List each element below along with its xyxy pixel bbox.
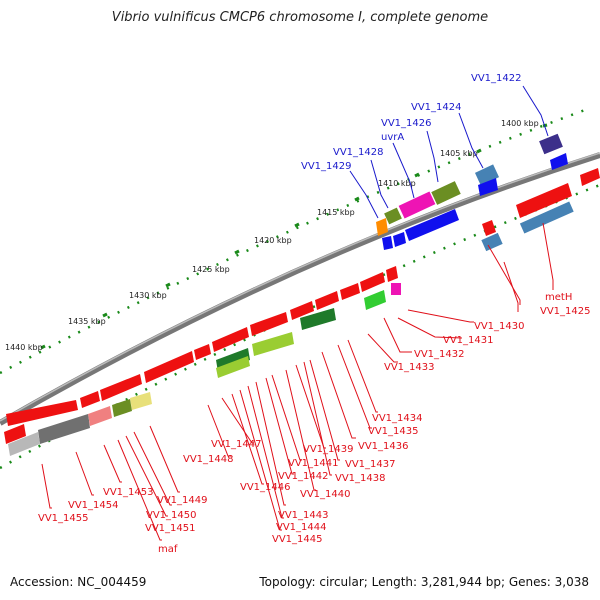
reverse-features [4, 168, 600, 456]
topology-summary: Topology: circular; Length: 3,281,944 bp… [259, 575, 589, 589]
gene-label: VV1_1436 [358, 441, 409, 452]
gene-label: VV1_1431 [443, 335, 494, 346]
gene-label: VV1_1430 [474, 321, 525, 332]
ruler-label: 1415 kbp [317, 208, 355, 217]
top-callouts [349, 85, 549, 219]
ruler-label: 1410 kbp [378, 179, 416, 188]
gene-label: VV1_1449 [157, 495, 208, 506]
gene-label: VV1_1445 [272, 534, 323, 545]
accession-text: Accession: NC_004459 [10, 575, 147, 589]
gene-label: VV1_1444 [276, 522, 327, 533]
gene-label: VV1_1435 [368, 426, 419, 437]
gene-label: VV1_1448 [183, 454, 234, 465]
gene-label: VV1_1441 [288, 458, 339, 469]
gene-label: uvrA [381, 132, 404, 143]
gene-label: VV1_1438 [335, 473, 386, 484]
ruler-label: 1435 kbp [68, 317, 106, 326]
inner-ruler-dots [0, 183, 600, 470]
ruler-label: 1425 kbp [192, 265, 230, 274]
ruler-label: 1405 kbp [440, 149, 478, 158]
gene-label: VV1_1442 [278, 471, 329, 482]
ruler-label: 1430 kbp [129, 291, 167, 300]
gene-label: VV1_1443 [278, 510, 329, 521]
gene-label: metH [545, 292, 572, 303]
ruler-label: 1400 kbp [501, 119, 539, 128]
gene-label: VV1_1433 [384, 362, 435, 373]
gene-label: VV1_1450 [146, 510, 197, 521]
gene-label: VV1_1440 [300, 489, 351, 500]
gene-label: VV1_1453 [103, 487, 154, 498]
gene-label: VV1_1422 [471, 73, 522, 84]
gene-label: VV1_1425 [540, 306, 591, 317]
gene-label: VV1_1446 [240, 482, 291, 493]
gene-label: VV1_1451 [145, 523, 196, 534]
gene-label: VV1_1439 [303, 444, 354, 455]
bottom-callouts [41, 222, 554, 541]
map-title: Vibrio vulnificus CMCP6 chromosome I, co… [111, 10, 489, 25]
gene-label: VV1_1428 [333, 147, 384, 158]
gene-label: VV1_1447 [211, 439, 262, 450]
forward-features [6, 133, 568, 426]
ruler-label: 1420 kbp [254, 236, 292, 245]
gene-label: VV1_1429 [301, 161, 352, 172]
chromosome-backbone [0, 152, 600, 426]
gene-label: VV1_1454 [68, 500, 119, 511]
gene-label: maf [158, 544, 178, 555]
gene-label: VV1_1424 [411, 102, 462, 113]
gene-label: VV1_1426 [381, 118, 432, 129]
gene-label: VV1_1434 [372, 413, 423, 424]
gene-label: VV1_1432 [414, 349, 465, 360]
gene-label: VV1_1437 [345, 459, 396, 470]
ruler-label: 1440 kbp [5, 343, 43, 352]
gene-label: VV1_1455 [38, 513, 89, 524]
